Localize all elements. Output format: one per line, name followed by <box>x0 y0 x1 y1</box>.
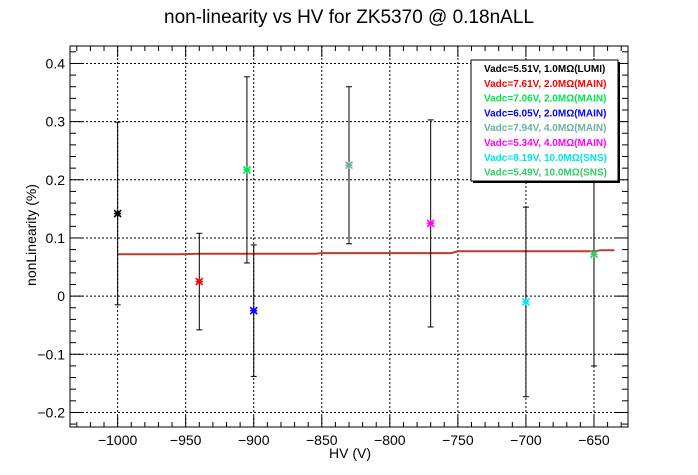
legend: Vadc=5.51V, 1.0MΩ(LUMI) Vadc=7.61V, 2.0MΩ… <box>470 59 620 183</box>
marker <box>344 161 354 170</box>
x-tick-label: −900 <box>238 432 270 448</box>
legend-entry: Vadc=5.49V, 10.0MΩ(SNS) <box>484 168 607 179</box>
axes-layer: −1000 −950 −900 −850 −800 −750 −700 −650 −0.2 −0.… <box>37 45 629 448</box>
y-axis-label: nonLinearity (%) <box>23 184 39 286</box>
marker <box>589 250 599 259</box>
x-tick-label: −700 <box>510 432 542 448</box>
legend-entry: Vadc=5.51V, 1.0MΩ(LUMI) <box>484 64 605 75</box>
x-tick-label: −750 <box>442 432 474 448</box>
y-tick-label: 0.1 <box>46 230 66 246</box>
y-tick-label: 0.2 <box>46 172 66 188</box>
data-point <box>242 76 251 264</box>
marker <box>521 297 530 307</box>
points-layer <box>113 76 599 398</box>
data-point <box>344 86 354 245</box>
legend-box <box>470 59 619 182</box>
data-point <box>113 121 122 306</box>
data-point <box>426 119 435 328</box>
legend-entry: Vadc=7.61V, 2.0MΩ(MAIN) <box>484 79 606 90</box>
y-tick-label: 0.3 <box>46 114 66 130</box>
x-tick-label: −950 <box>170 432 202 448</box>
chart-title: non-linearity vs HV for ZK5370 @ 0.18nAL… <box>164 7 534 28</box>
data-point <box>249 244 258 377</box>
legend-entry: Vadc=7.06V, 2.0MΩ(MAIN) <box>484 94 606 105</box>
x-axis-label: HV (V) <box>329 445 371 461</box>
y-tick-label: −0.2 <box>37 404 65 420</box>
x-tick-label: −800 <box>374 432 406 448</box>
legend-entry: Vadc=5.34V, 4.0MΩ(MAIN) <box>484 138 606 149</box>
marker <box>113 209 122 218</box>
x-tick-label: −650 <box>578 432 610 448</box>
data-point <box>195 232 204 331</box>
fit-line <box>117 249 615 256</box>
marker <box>242 165 251 174</box>
y-tick-label: 0 <box>57 288 65 304</box>
legend-entry: Vadc=8.19V, 10.0MΩ(SNS) <box>484 153 607 164</box>
data-point <box>521 206 530 398</box>
marker <box>426 219 435 228</box>
y-tick-label: 0.4 <box>46 55 66 71</box>
x-tick-label: −1000 <box>98 432 138 448</box>
fit-layer <box>117 249 615 256</box>
marker <box>195 277 204 286</box>
y-tick-label: −0.1 <box>37 346 65 362</box>
x-tick-label: −850 <box>306 432 338 448</box>
marker <box>249 306 258 315</box>
legend-entry: Vadc=7.94V, 4.0MΩ(MAIN) <box>484 123 606 134</box>
legend-entry: Vadc=6.05V, 2.0MΩ(MAIN) <box>484 108 606 119</box>
